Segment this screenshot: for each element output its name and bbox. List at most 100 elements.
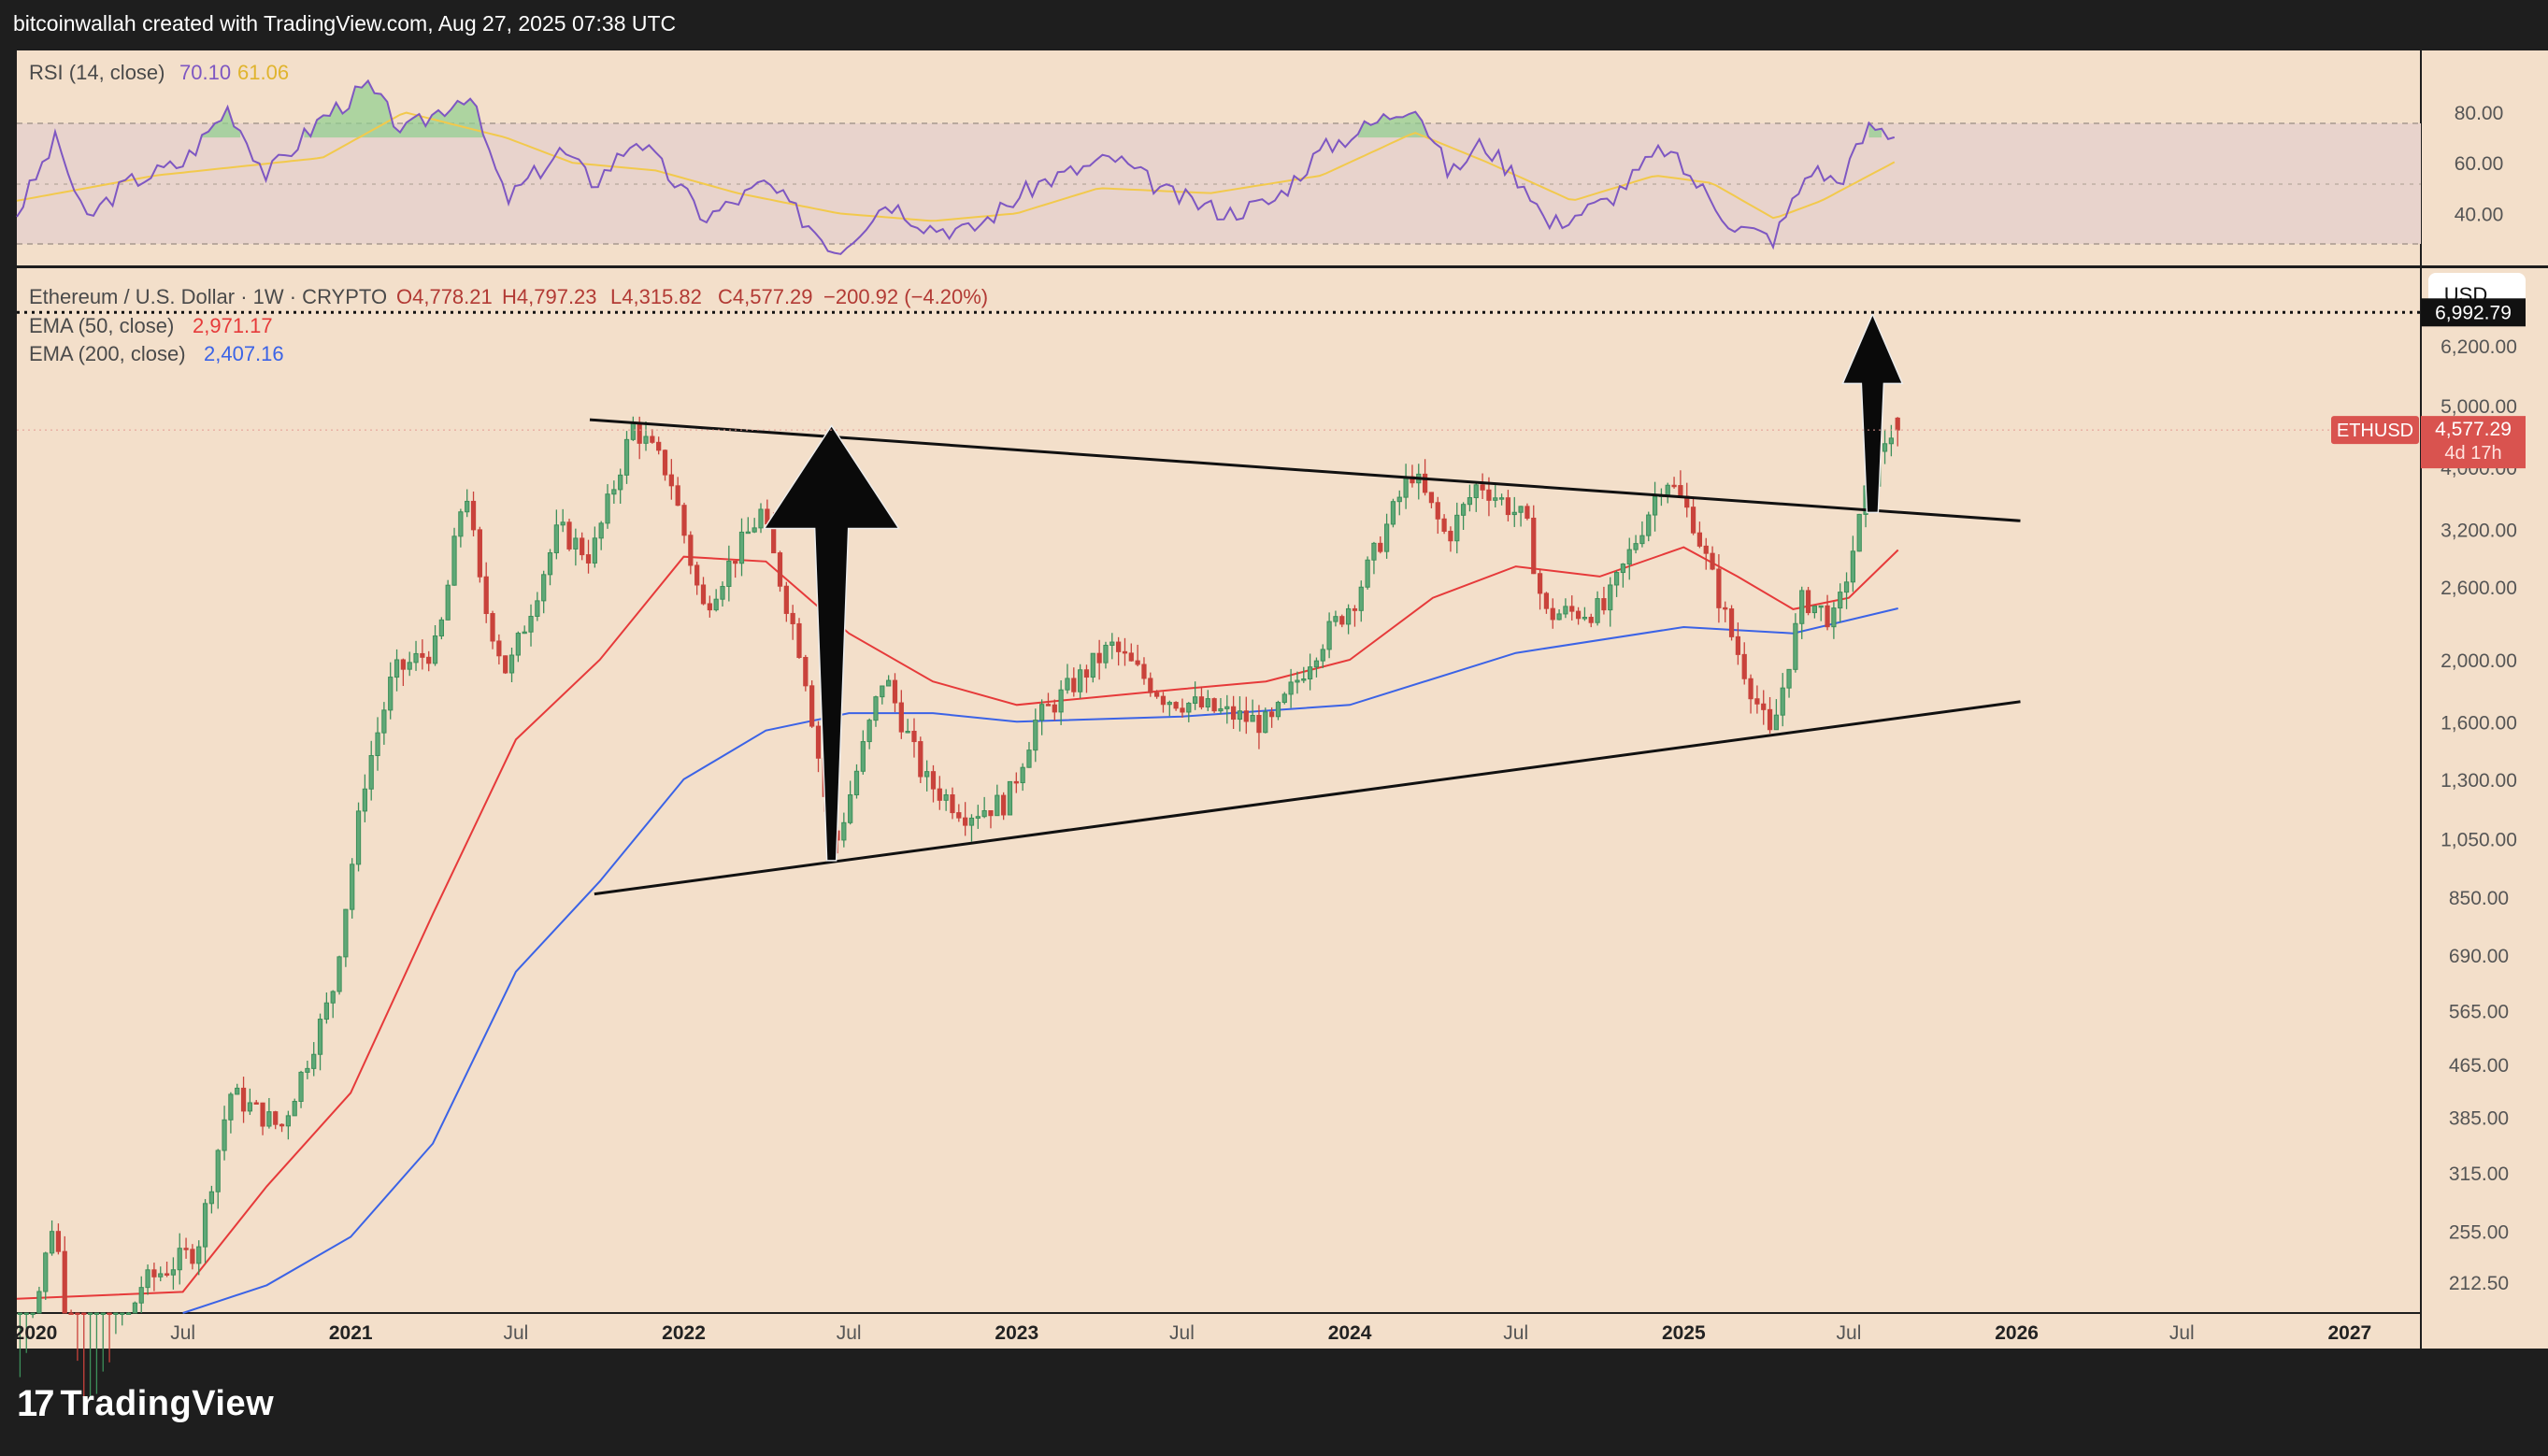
candle-body[interactable] [1473,484,1479,499]
candle-body[interactable] [1665,484,1670,496]
candle-body[interactable] [1268,711,1275,718]
candle-body[interactable] [400,659,406,670]
candle-body[interactable] [311,1053,317,1069]
candle-body[interactable] [151,1269,157,1278]
candle-body[interactable] [809,685,815,727]
candle-body[interactable] [375,732,380,757]
candle-body[interactable] [924,771,930,778]
candle-body[interactable] [1723,607,1728,610]
candle-body[interactable] [758,508,764,529]
price-panel[interactable]: 7,400.006,200.005,000.004,000.003,200.00… [14,273,2526,1414]
candle-body[interactable] [1850,550,1856,583]
candle-body[interactable] [125,1312,132,1315]
candle-body[interactable] [1728,608,1735,637]
candle-body[interactable] [783,585,789,614]
candle-body[interactable] [892,679,898,704]
candle-body[interactable] [853,770,860,796]
candle-body[interactable] [738,531,745,564]
candle-body[interactable] [1313,660,1320,668]
candle-body[interactable] [1582,617,1588,620]
candle-body[interactable] [968,817,975,826]
candle-body[interactable] [1754,698,1760,705]
candle-body[interactable] [662,450,668,476]
candle-body[interactable] [381,709,387,734]
candle-body[interactable] [113,1312,119,1315]
candle-body[interactable] [1633,543,1639,550]
candle-body[interactable] [566,521,572,550]
candle-body[interactable] [1460,504,1467,516]
candle-body[interactable] [713,598,719,611]
candle-body[interactable] [898,702,904,733]
candle-body[interactable] [1090,652,1095,678]
candle-body[interactable] [1224,706,1230,709]
candle-body[interactable] [637,422,642,444]
candle-body[interactable] [1563,606,1568,615]
candle-body[interactable] [228,1093,234,1121]
candle-body[interactable] [23,1312,29,1315]
candle-body[interactable] [1173,702,1179,709]
candle-body[interactable] [1186,703,1192,713]
candle-body[interactable] [1793,622,1798,670]
candle-body[interactable] [1525,506,1530,519]
candle-body[interactable] [605,493,610,524]
candle-body[interactable] [1716,568,1722,608]
candle-body[interactable] [247,1102,253,1112]
candle-body[interactable] [911,731,917,743]
candle-body[interactable] [1435,502,1440,520]
candle-body[interactable] [215,1149,221,1192]
candle-body[interactable] [413,652,419,664]
candle-body[interactable] [796,622,802,658]
candle-body[interactable] [1339,616,1345,625]
candle-body[interactable] [1275,702,1281,718]
candle-body[interactable] [866,720,872,743]
candle-body[interactable] [726,560,732,588]
candle-body[interactable] [1422,473,1428,493]
candle-body[interactable] [407,662,412,670]
candle-body[interactable] [1767,708,1773,731]
candle-body[interactable] [1550,607,1555,621]
candle-body[interactable] [1039,704,1045,721]
candle-body[interactable] [362,788,367,812]
candle-body[interactable] [477,529,482,578]
candle-body[interactable] [1001,794,1007,816]
candle-body[interactable] [1511,511,1517,516]
candle-body[interactable] [394,659,400,678]
candle-body[interactable] [30,1312,36,1315]
candle-body[interactable] [1288,681,1294,695]
candle-body[interactable] [336,956,342,992]
candle-body[interactable] [1218,707,1224,712]
candle-body[interactable] [1109,641,1115,646]
candle-body[interactable] [445,584,451,621]
candle-body[interactable] [1083,669,1090,678]
candle-body[interactable] [62,1250,67,1314]
candle-body[interactable] [496,640,502,657]
candle-body[interactable] [1345,607,1352,625]
candle-body[interactable] [317,1019,323,1055]
candle-body[interactable] [260,1102,265,1127]
candle-body[interactable] [1205,698,1210,707]
candle-body[interactable] [1856,513,1862,552]
candle-body[interactable] [905,731,910,734]
candle-body[interactable] [240,1087,247,1112]
candle-body[interactable] [388,677,394,711]
rsi-panel[interactable]: 80.00 60.00 40.00 RSI (14, close) 70.10 61… [16,61,2503,255]
candle-body[interactable] [1531,517,1537,575]
candle-body[interactable] [1805,590,1811,614]
candle-body[interactable] [87,1312,93,1315]
candle-body[interactable] [1690,507,1696,534]
candle-body[interactable] [1710,552,1715,570]
candle-body[interactable] [1671,484,1677,488]
candle-body[interactable] [745,531,751,535]
candle-body[interactable] [1888,437,1894,445]
candle-body[interactable] [1160,695,1167,706]
candle-body[interactable] [1498,497,1505,500]
candle-body[interactable] [1735,635,1741,655]
candle-body[interactable] [790,612,795,624]
candle-body[interactable] [132,1302,138,1314]
candle-body[interactable] [17,1312,23,1315]
candle-body[interactable] [1033,720,1038,751]
candle-body[interactable] [1575,610,1582,620]
candle-body[interactable] [535,600,540,617]
candle-body[interactable] [733,560,738,564]
